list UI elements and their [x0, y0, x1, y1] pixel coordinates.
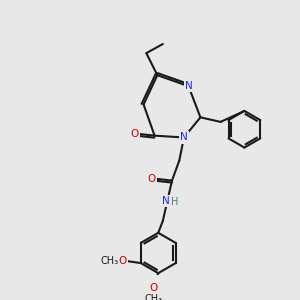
Text: O: O — [149, 283, 158, 293]
Text: O: O — [118, 256, 127, 266]
Text: N: N — [162, 196, 170, 206]
Text: N: N — [184, 81, 192, 91]
Text: O: O — [148, 174, 156, 184]
Text: N: N — [180, 133, 188, 142]
Text: O: O — [130, 129, 139, 139]
Text: CH₃: CH₃ — [100, 256, 119, 266]
Text: CH₃: CH₃ — [145, 294, 163, 300]
Text: H: H — [171, 197, 178, 207]
